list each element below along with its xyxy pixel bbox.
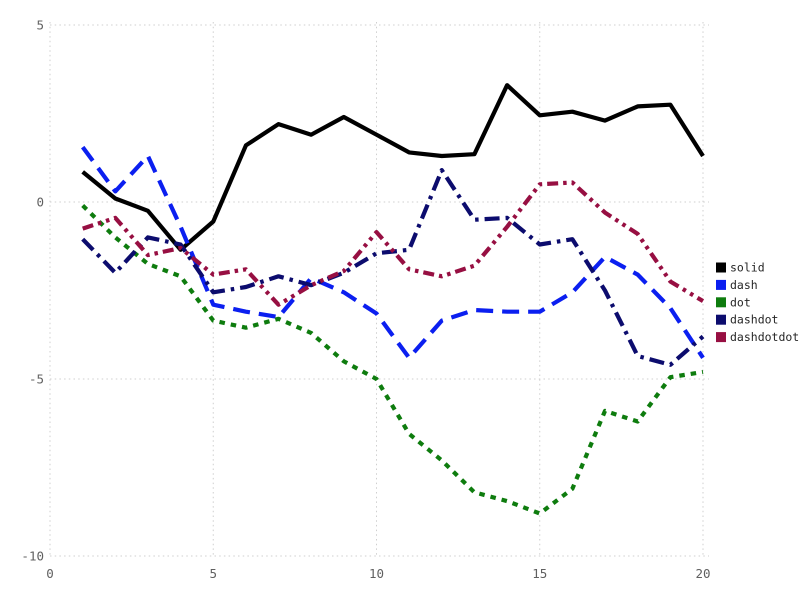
legend-label-dot: dot bbox=[730, 295, 751, 309]
legend-swatch-dashdot bbox=[716, 314, 726, 325]
legend-swatch-dot bbox=[716, 297, 726, 308]
tick-label-x-5: 5 bbox=[209, 566, 217, 581]
legend-swatch-dashdotdot bbox=[716, 332, 726, 343]
legend-label-dashdot: dashdot bbox=[730, 313, 778, 327]
series-line-dot bbox=[81, 203, 704, 516]
tick-label-x-0: 0 bbox=[46, 566, 54, 581]
tick-label-y--10: -10 bbox=[21, 549, 44, 564]
tick-label-y-5: 5 bbox=[36, 18, 44, 33]
series-line-dash bbox=[81, 145, 705, 360]
legend-label-dash: dash bbox=[730, 278, 758, 292]
series-line-solid bbox=[81, 83, 705, 252]
tick-label-y--5: -5 bbox=[29, 372, 44, 387]
legend-label-solid: solid bbox=[730, 261, 765, 275]
tick-label-x-20: 20 bbox=[695, 566, 710, 581]
tick-label-y-0: 0 bbox=[36, 195, 44, 210]
legend-swatch-solid bbox=[716, 262, 726, 273]
tick-label-x-10: 10 bbox=[369, 566, 384, 581]
legend-label-dashdotdot: dashdotdot bbox=[730, 330, 799, 344]
series-line-dashdotdot bbox=[82, 180, 705, 307]
legend-swatch-dash bbox=[716, 279, 726, 290]
tick-label-x-15: 15 bbox=[532, 566, 547, 581]
